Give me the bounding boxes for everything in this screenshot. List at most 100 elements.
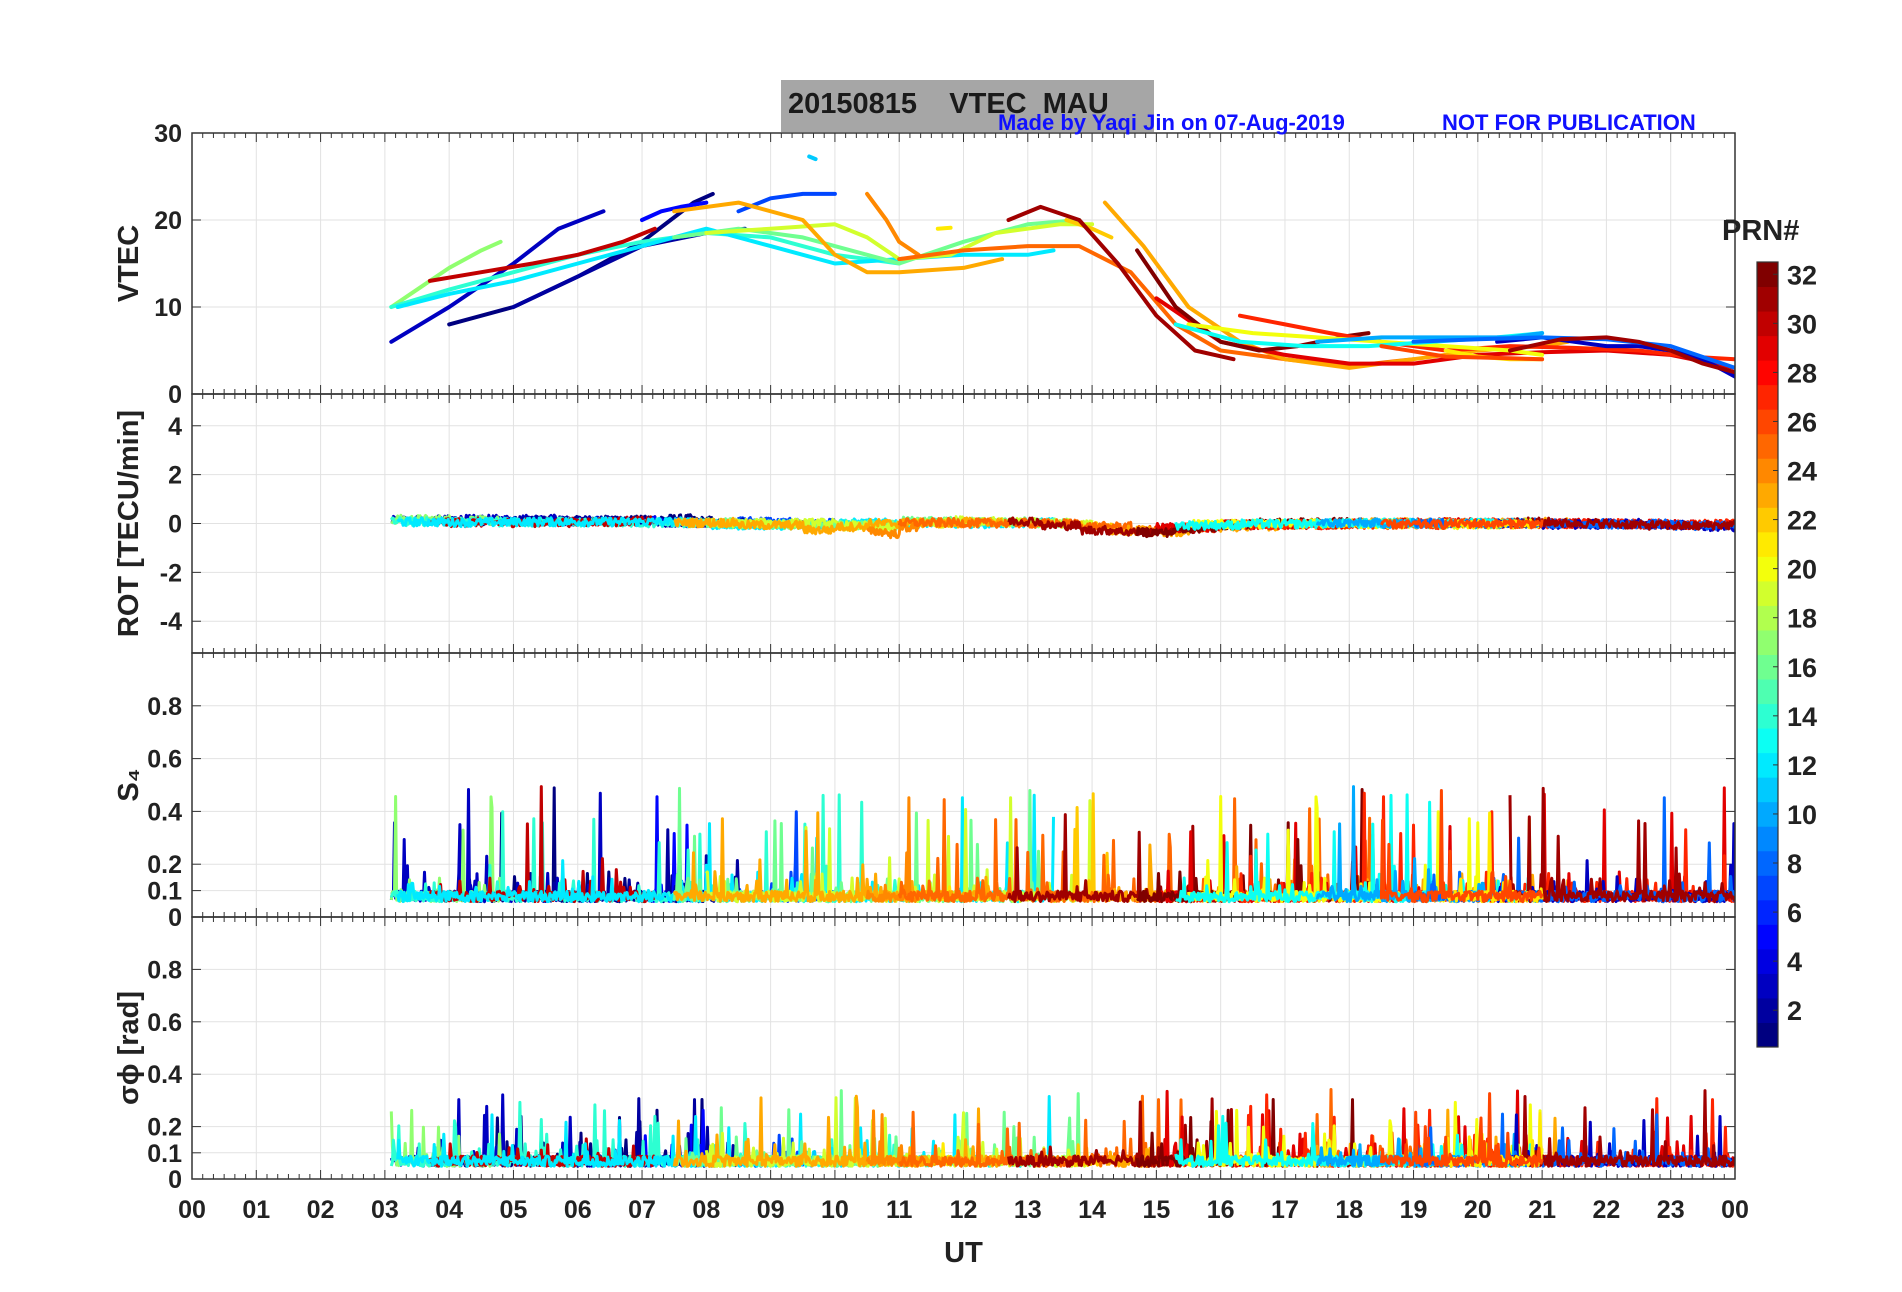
chart-title: 20150815 VTEC MAU <box>788 88 1109 120</box>
colorbar-tick-label: 22 <box>1787 506 1817 536</box>
vtec-series-prn-23 <box>1102 200 1570 370</box>
colorbar-tick-label: 4 <box>1787 947 1802 977</box>
colorbar-segment <box>1757 580 1778 606</box>
colorbar-segment <box>1757 1022 1778 1048</box>
y-tick-label: 0.1 <box>147 1140 182 1168</box>
x-tick-label: 03 <box>371 1196 399 1224</box>
y-tick-label: -2 <box>160 559 182 587</box>
colorbar-segment <box>1757 262 1778 288</box>
y-tick-label: -4 <box>160 608 182 636</box>
colorbar-tick-label: 12 <box>1787 751 1817 781</box>
x-tick-label: 00 <box>178 1196 206 1224</box>
vtec-series-prn-22 <box>1064 218 1114 240</box>
vtec-series-prn-30 <box>427 226 657 283</box>
x-tick-label: 20 <box>1464 1196 1492 1224</box>
colorbar-tick-label: 30 <box>1787 309 1817 339</box>
vtec-series-prn-10 <box>1315 331 1545 344</box>
x-tick-label: 11 <box>886 1196 913 1224</box>
xlabel: UT <box>944 1237 983 1269</box>
vtec-series-prn-5 <box>640 200 709 222</box>
y-tick-label: 10 <box>154 294 182 322</box>
x-tick-label: 19 <box>1400 1196 1428 1224</box>
colorbar-segment <box>1757 777 1778 803</box>
not-for-publication-text: NOT FOR PUBLICATION <box>1442 110 1696 135</box>
colorbar-segment <box>1757 899 1778 925</box>
vtec-series-prn-11 <box>807 154 818 162</box>
colorbar-segment <box>1757 752 1778 778</box>
vtec-series-prn-17 <box>389 239 503 309</box>
credit-text: Made by Yaqi Jin on 07-Aug-2019 <box>998 110 1345 135</box>
vtec-series-prn-31 <box>1006 204 1236 362</box>
ylabel-s4: S₄ <box>113 768 145 801</box>
colorbar-segment <box>1757 629 1778 655</box>
y-tick-label: 0 <box>168 381 182 409</box>
series-group-vtec <box>389 154 1735 379</box>
rot-series-prn-26 <box>1380 518 1544 530</box>
y-tick-label: 0.8 <box>147 956 182 984</box>
colorbar-tick-label: 24 <box>1787 457 1817 487</box>
colorbar-segment <box>1757 948 1778 974</box>
y-tick-label: 0 <box>168 511 182 539</box>
colorbar-tick-label: 28 <box>1787 358 1817 388</box>
vtec-series-prn-12 <box>395 226 1056 309</box>
colorbar-segment <box>1757 850 1778 876</box>
x-tick-label: 18 <box>1335 1196 1363 1224</box>
colorbar-tick-label: 10 <box>1787 800 1817 830</box>
ylabel-sigma_phi: σϕ [rad] <box>113 991 145 1105</box>
x-tick-label: 02 <box>307 1196 335 1224</box>
colorbar-title: PRN# <box>1722 215 1799 247</box>
vtec-series-prn-24 <box>865 191 921 257</box>
colorbar-segment <box>1757 482 1778 508</box>
vtec-series-prn-23 <box>672 200 1005 275</box>
y-tick-label: 0.2 <box>147 1114 182 1142</box>
s4-series-prn-31 <box>1508 786 1735 904</box>
series-group-rot <box>389 513 1735 540</box>
colorbar-segment <box>1757 703 1778 729</box>
y-tick-label: 0.8 <box>147 693 182 721</box>
colorbar-segment <box>1757 311 1778 337</box>
y-tick-label: 0.1 <box>147 878 182 906</box>
colorbar-tick-label: 6 <box>1787 898 1802 928</box>
s4-series-prn-26 <box>1379 789 1544 904</box>
colorbar-segment <box>1757 801 1778 827</box>
x-tick-label: 09 <box>757 1196 785 1224</box>
panel-frame-sigma_phi <box>191 916 1736 1180</box>
colorbar-segment <box>1757 433 1778 459</box>
x-tick-label: 23 <box>1657 1196 1685 1224</box>
colorbar-segment <box>1757 409 1778 435</box>
y-tick-label: 0 <box>168 904 182 932</box>
colorbar-segment <box>1757 997 1778 1023</box>
x-tick-label: 21 <box>1528 1196 1556 1224</box>
x-tick-label: 05 <box>500 1196 528 1224</box>
colorbar-segment <box>1757 973 1778 999</box>
y-tick-label: 0.6 <box>147 1009 182 1037</box>
ylabel-rot: ROT [TECU/min] <box>113 410 145 637</box>
y-tick-label: 0 <box>168 1166 182 1194</box>
x-tick-label: 14 <box>1078 1196 1106 1224</box>
colorbar-segment <box>1757 875 1778 901</box>
colorbar-tick-label: 20 <box>1787 555 1817 585</box>
x-tick-label: 12 <box>950 1196 978 1224</box>
colorbar-segment <box>1757 384 1778 410</box>
y-tick-label: 0.2 <box>147 851 182 879</box>
colorbar-segment <box>1757 458 1778 484</box>
ylabel-vtec: VTEC <box>113 225 145 302</box>
y-tick-label: 0.6 <box>147 746 182 774</box>
y-tick-label: 2 <box>168 462 182 490</box>
y-tick-label: 30 <box>154 120 182 148</box>
vtec-series-prn-1 <box>447 191 715 327</box>
colorbar-segment <box>1757 286 1778 312</box>
x-tick-label: 16 <box>1207 1196 1235 1224</box>
rot-series-prn-31 <box>1508 516 1735 531</box>
y-tick-label: 0.4 <box>147 1061 182 1089</box>
colorbar-segment <box>1757 335 1778 361</box>
colorbar-frame <box>1756 261 1779 1048</box>
colorbar-segment <box>1757 924 1778 950</box>
x-tick-label: 01 <box>242 1196 270 1224</box>
vtec-series-prn-26 <box>1379 344 1545 362</box>
x-tick-label: 13 <box>1014 1196 1042 1224</box>
x-tick-label: 06 <box>564 1196 592 1224</box>
colorbar-tick-label: 14 <box>1787 702 1817 732</box>
sigma_phi-series-prn-31 <box>1508 1089 1735 1168</box>
